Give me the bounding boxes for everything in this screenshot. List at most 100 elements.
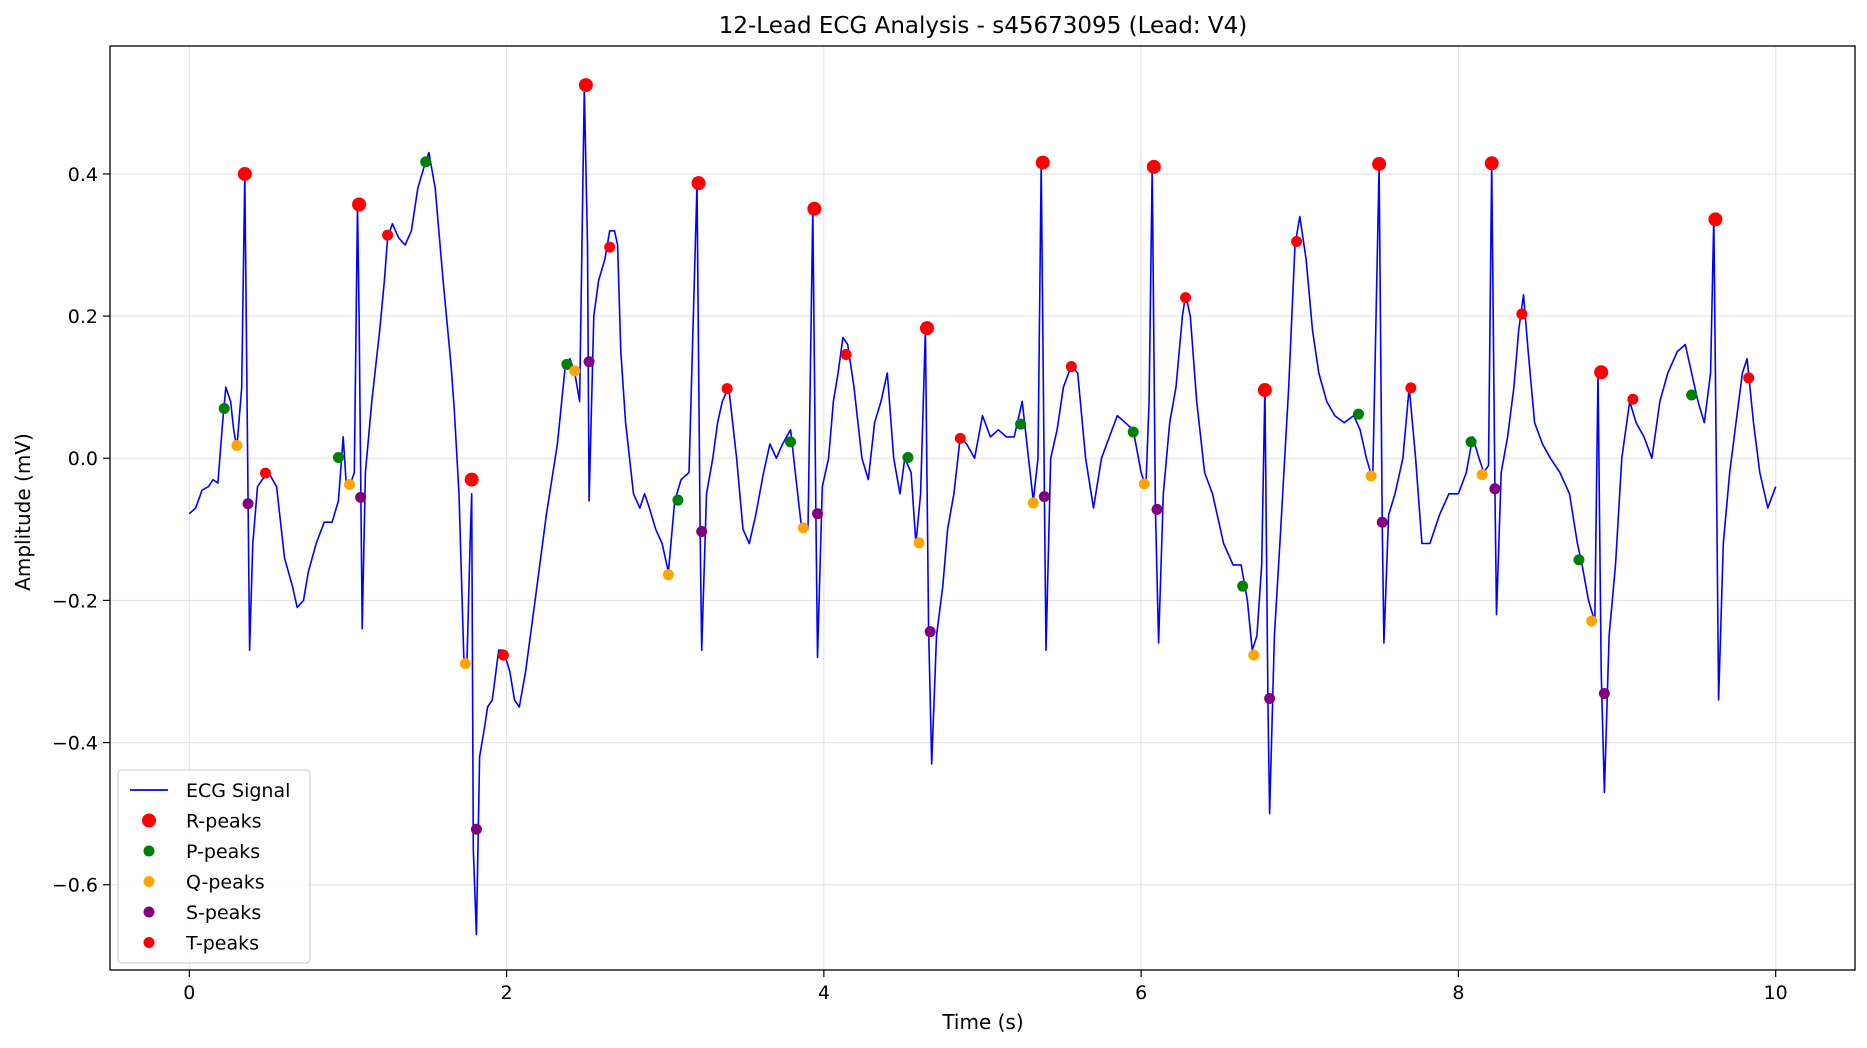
q-peaks-marker [1365,470,1377,482]
p-peaks-marker [420,156,432,168]
r-peaks-marker [1594,365,1609,380]
x-tick-label: 10 [1764,982,1788,1004]
y-tick-label: 0.0 [68,448,98,470]
r-peaks-marker [1372,156,1387,171]
x-axis-ticks: 0 2 4 6 8 10 [183,970,1788,1004]
y-tick-label: −0.4 [52,733,98,755]
q-peaks-marker [344,479,356,491]
r-peaks-marker [1708,212,1723,227]
r-peaks-marker [691,176,706,191]
p-peaks-marker [1127,426,1139,438]
p-peaks-marker [1465,436,1477,448]
x-tick-label: 8 [1452,982,1464,1004]
p-peaks-marker [218,402,230,414]
p-peaks-marker [1686,389,1698,401]
legend: ECG Signal R-peaks P-peaks Q-peaks S-peaks T-… [117,769,311,964]
t-peaks-marker [1180,292,1192,304]
q-peaks-marker [1476,469,1488,481]
legend-marker-swatch [142,813,156,828]
p-peaks-marker [902,452,914,464]
t-peaks-marker [382,229,394,241]
t-peaks-marker [604,241,616,253]
p-peaks-marker [1352,408,1364,420]
r-peaks-marker [919,321,934,336]
p-peaks-marker [672,494,684,506]
s-peaks-marker [924,626,936,638]
s-peaks-marker [812,508,824,520]
y-tick-label: −0.2 [52,590,98,612]
legend-label: Q-peaks [186,872,265,894]
t-peaks-marker [1405,382,1417,394]
chart-title: 12-Lead ECG Analysis - s45673095 (Lead: … [719,13,1248,39]
legend-label: ECG Signal [186,780,290,802]
t-peaks-marker [721,383,733,395]
r-peaks-marker [1257,383,1272,398]
plot-area [188,78,1777,936]
x-axis-label: Time (s) [941,1010,1023,1034]
s-peaks-marker [1598,688,1610,700]
p-peaks-marker [561,358,573,370]
t-peaks-marker [1516,308,1528,320]
p-peaks-marker [785,436,797,448]
s-peaks-marker [1376,516,1388,528]
r-peaks-marker [237,166,252,181]
s-peaks-marker [1489,483,1501,495]
legend-label: T-peaks [185,933,259,955]
q-peaks-marker [1586,615,1598,627]
s-peaks-marker [355,491,367,503]
y-axis-label: Amplitude (mV) [11,433,35,591]
y-tick-label: 0.2 [68,306,98,328]
x-tick-label: 2 [501,982,513,1004]
t-peaks-marker [497,649,509,661]
q-peaks-marker [913,537,925,549]
x-tick-label: 6 [1135,982,1147,1004]
s-peaks-marker [583,356,595,368]
r-peaks-marker [578,78,593,93]
t-peaks-marker [1065,361,1077,373]
r-peaks-marker [352,197,367,212]
r-peaks-marker [1146,159,1161,174]
t-peaks-marker [259,467,271,479]
t-peaks-marker [1291,235,1303,247]
legend-label: R-peaks [186,811,262,833]
q-peaks-marker [231,439,243,451]
s-peaks-marker [1264,692,1276,704]
t-peaks-marker [1627,393,1639,405]
s-peaks-marker [1151,503,1163,515]
t-peaks-marker [1743,372,1755,384]
legend-box [117,769,311,964]
legend-marker-swatch [143,937,155,948]
y-tick-label: −0.6 [52,875,98,897]
peak-markers [218,78,1755,835]
s-peaks-marker [470,823,482,835]
q-peaks-marker [1138,478,1150,490]
legend-marker-swatch [143,876,155,887]
plot-frame [109,45,1856,971]
p-peaks-marker [1573,554,1585,566]
s-peaks-marker [696,525,708,537]
q-peaks-marker [797,522,809,534]
q-peaks-marker [662,569,674,581]
t-peaks-marker [840,348,852,360]
q-peaks-marker [1027,497,1039,509]
legend-label: P-peaks [186,841,260,863]
q-peaks-marker [459,658,471,670]
q-peaks-marker [1248,649,1260,661]
legend-marker-swatch [143,906,155,918]
y-axis-ticks: −0.6 −0.4 −0.2 0.0 0.2 0.4 [52,164,110,897]
r-peaks-marker [807,201,822,216]
legend-marker-swatch [143,845,155,857]
s-peaks-marker [242,498,254,510]
q-peaks-marker [569,365,581,377]
r-peaks-marker [1484,156,1499,171]
t-peaks-marker [954,432,966,444]
legend-label: S-peaks [186,902,261,924]
x-tick-label: 4 [818,982,830,1004]
r-peaks-marker [464,472,479,487]
s-peaks-marker [1038,491,1050,503]
p-peaks-marker [1237,580,1249,592]
grid-lines [110,46,1855,970]
p-peaks-marker [1015,418,1027,430]
